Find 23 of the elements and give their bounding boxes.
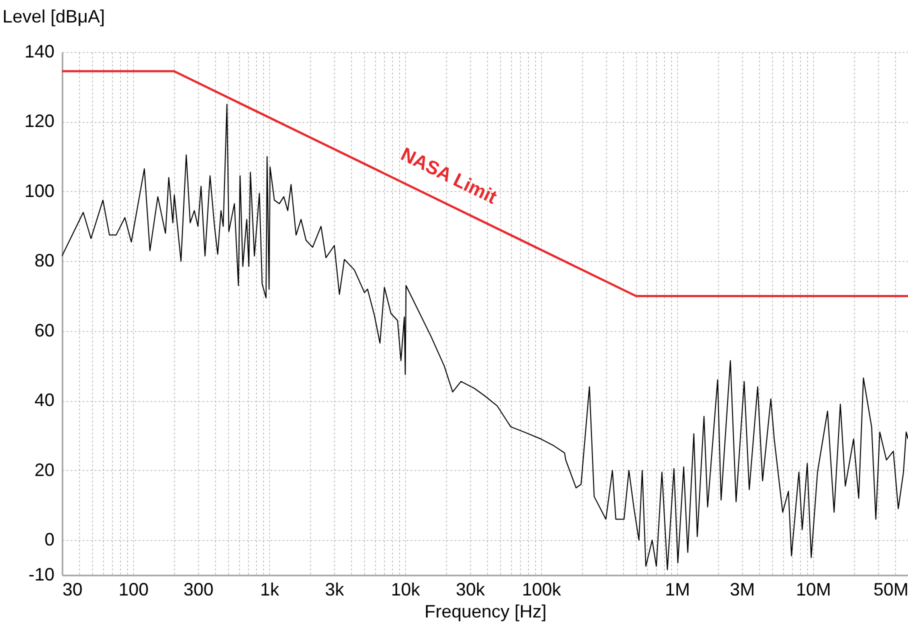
y-tick-label: 140 (24, 42, 54, 62)
x-axis-title: Frequency [Hz] (424, 602, 547, 622)
x-tick-label: 1k (260, 580, 280, 600)
y-tick-label: 0 (44, 530, 54, 550)
x-tick-label: 1M (664, 580, 690, 600)
x-tick-label: 100 (118, 580, 149, 600)
x-tick-label: 10M (796, 580, 831, 600)
x-tick-label: 3k (324, 580, 345, 600)
x-tick-label: 10k (391, 580, 422, 600)
x-tick-label: 3M (730, 580, 755, 600)
y-tick-label: 100 (24, 180, 54, 201)
y-tick-label: 40 (34, 390, 54, 410)
y-axis-title: Level [dBμA] (2, 6, 105, 26)
y-tick-label: -10 (28, 564, 54, 584)
y-tick-label: 20 (34, 460, 54, 480)
x-tick-label: 50M (873, 580, 908, 600)
y-tick-label: 60 (34, 320, 54, 340)
x-tick-label: 300 (183, 580, 214, 600)
x-tick-label: 100k (522, 580, 562, 600)
y-tick-label: 120 (24, 111, 54, 132)
y-tick-label: 80 (34, 250, 54, 271)
x-tick-label: 30k (456, 580, 486, 600)
x-tick-label: 30 (62, 580, 83, 600)
